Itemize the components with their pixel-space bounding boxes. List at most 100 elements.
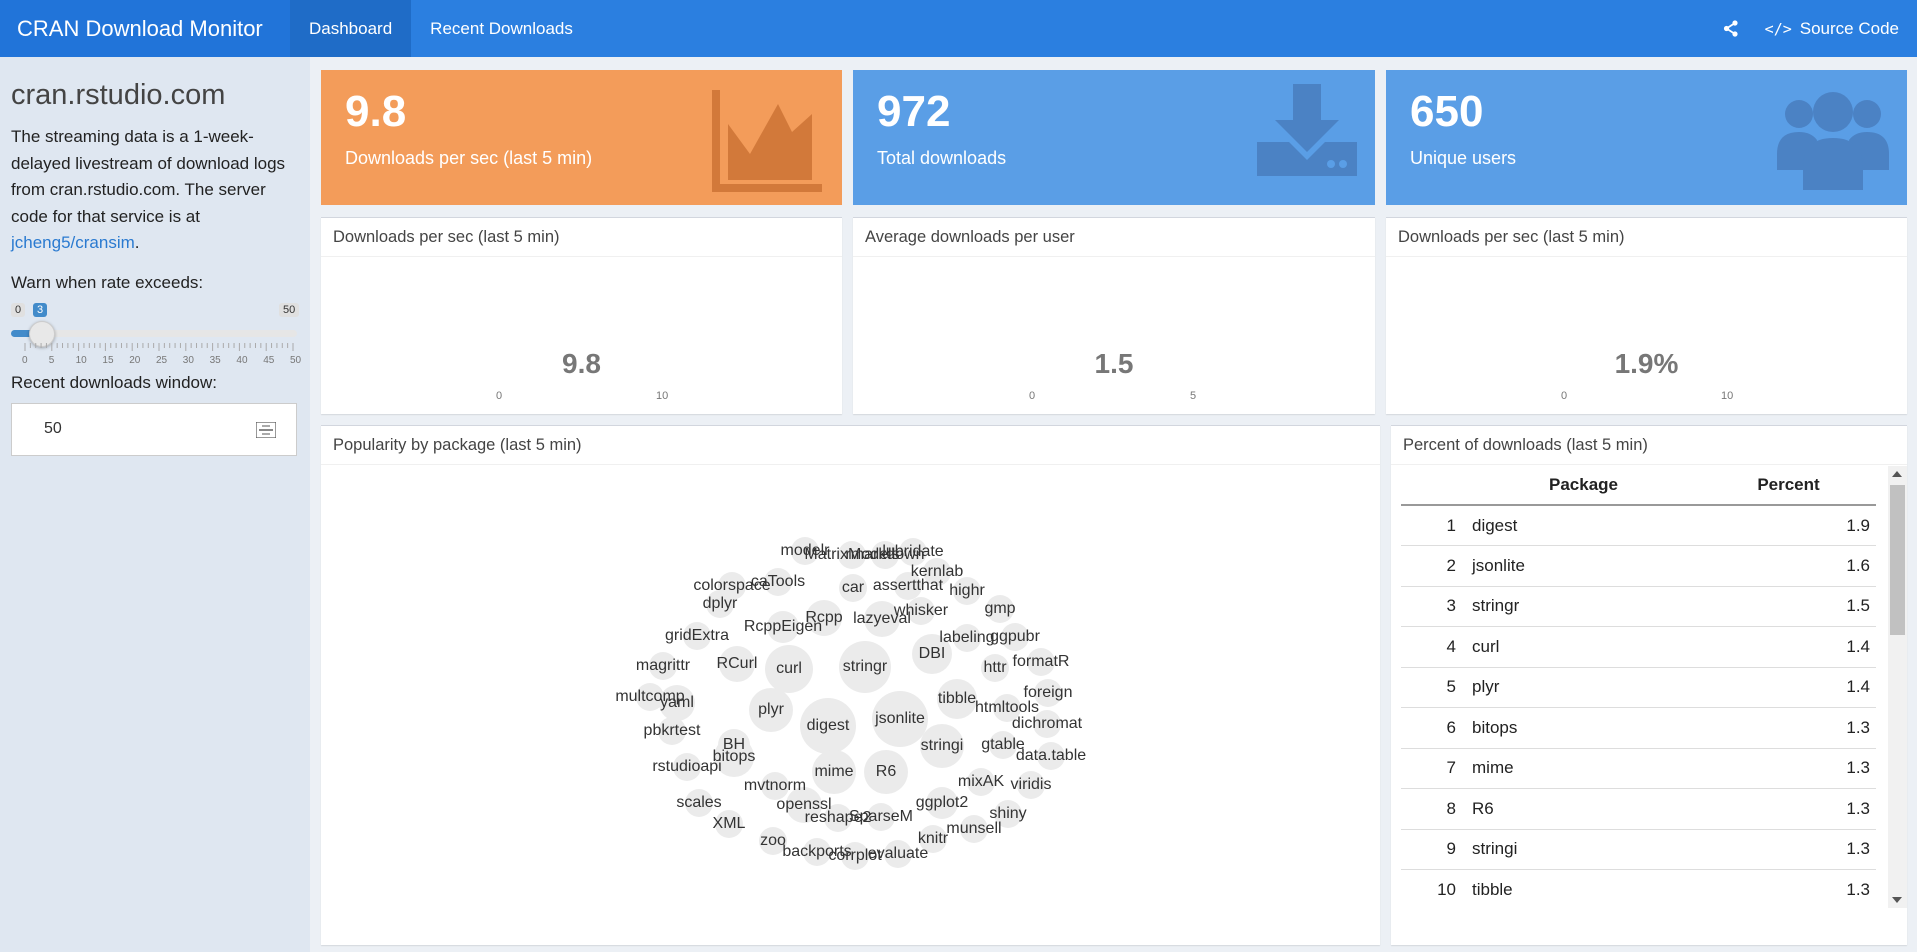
bubble[interactable] [1001, 623, 1029, 651]
bubble[interactable] [871, 541, 899, 569]
gauge-max: 10 [656, 390, 669, 402]
bubble[interactable] [894, 572, 922, 600]
bubble[interactable] [786, 787, 822, 823]
bubble-label: backports [782, 843, 852, 860]
bubble-label: dichromat [1011, 715, 1083, 732]
bubble[interactable] [718, 729, 750, 761]
column-header-percent[interactable]: Percent [1701, 466, 1876, 506]
bubble[interactable] [872, 691, 928, 747]
bubble[interactable] [719, 646, 755, 682]
bubble[interactable] [864, 601, 900, 637]
bubble[interactable] [912, 634, 952, 674]
column-header-index[interactable] [1401, 466, 1466, 506]
bubble-chart[interactable]: digest jsonlite stringr curl plyr bitops mime R… [321, 466, 1379, 908]
bubble[interactable] [867, 803, 895, 831]
bubble[interactable] [759, 827, 787, 855]
column-header-package[interactable]: Package [1466, 466, 1701, 506]
cransim-link[interactable]: jcheng5/cransim [11, 233, 135, 252]
bubble[interactable] [800, 698, 856, 754]
table-row[interactable]: 8 R6 1.3 [1401, 788, 1876, 830]
bubble[interactable] [659, 685, 695, 721]
app-title[interactable]: CRAN Download Monitor [0, 0, 290, 57]
rate-threshold-slider[interactable]: 0 3 50 0 5 10 15 20 25 30 35 40 45 50 [11, 301, 301, 371]
bubble-label: car [841, 579, 865, 596]
bubble[interactable] [937, 679, 977, 719]
table-row[interactable]: 4 curl 1.4 [1401, 626, 1876, 668]
bubble[interactable] [920, 724, 964, 768]
bubble[interactable] [718, 572, 746, 600]
bubble[interactable] [658, 717, 686, 745]
bubble[interactable] [899, 538, 927, 566]
bubble[interactable] [953, 577, 981, 605]
bubble[interactable] [636, 683, 664, 711]
bubble[interactable] [765, 645, 813, 693]
table-scrollbar[interactable] [1888, 466, 1907, 908]
sidebar-title: cran.rstudio.com [11, 79, 226, 111]
bubble[interactable] [989, 731, 1017, 759]
bubble[interactable] [981, 654, 1009, 682]
download-icon [1257, 84, 1357, 176]
bubble[interactable] [967, 768, 995, 796]
table-row[interactable]: 9 stringi 1.3 [1401, 829, 1876, 870]
bubble[interactable] [960, 815, 988, 843]
table-row[interactable]: 10 tibble 1.3 [1401, 869, 1876, 906]
bubble[interactable] [953, 624, 981, 652]
window-input[interactable]: 50 [11, 402, 297, 456]
bubble[interactable] [838, 541, 866, 569]
bubble-label: shiny [989, 805, 1027, 822]
row-index: 3 [1401, 586, 1466, 627]
slider-handle[interactable] [29, 320, 55, 347]
bubble[interactable] [884, 840, 912, 868]
bubble[interactable] [919, 825, 947, 853]
bubble[interactable] [1034, 679, 1062, 707]
bubble[interactable] [683, 622, 711, 650]
bubble[interactable] [673, 753, 701, 781]
bubble[interactable] [1017, 771, 1045, 799]
bubble[interactable] [841, 842, 869, 870]
table-row[interactable]: 3 stringr 1.5 [1401, 586, 1876, 627]
tab-recent-downloads[interactable]: Recent Downloads [430, 18, 573, 38]
table-row[interactable]: 6 bitops 1.3 [1401, 707, 1876, 749]
bubble[interactable] [764, 568, 792, 596]
bubble[interactable] [761, 772, 789, 800]
percent-table-wrap[interactable]: Package Percent 1 digest 1.9 2 jsonlite 1.6 3 s… [1401, 466, 1879, 906]
bubble-label: rmarkdown [845, 546, 925, 563]
slider-track[interactable] [11, 329, 297, 337]
bubble[interactable] [994, 800, 1022, 828]
bubble[interactable] [685, 789, 713, 817]
source-code-link[interactable]: </> Source Code [1751, 0, 1917, 57]
bubble-label: gtable [981, 736, 1025, 753]
bubble[interactable] [1027, 648, 1055, 676]
bubble[interactable] [749, 688, 793, 732]
bubble[interactable] [923, 558, 951, 586]
bubble[interactable] [926, 787, 958, 819]
spinner-icon[interactable] [256, 421, 276, 438]
scroll-down-icon[interactable] [1892, 897, 1902, 903]
bubble[interactable] [993, 694, 1021, 722]
bubble[interactable] [839, 641, 891, 693]
share-icon[interactable] [1711, 0, 1751, 57]
bubble[interactable] [812, 750, 856, 794]
gauge-title: Downloads per sec (last 5 min) [1386, 218, 1907, 257]
bubble[interactable] [864, 750, 908, 794]
bubble[interactable] [767, 611, 799, 643]
table-row[interactable]: 5 plyr 1.4 [1401, 667, 1876, 708]
bubble[interactable] [1033, 710, 1061, 738]
bubble[interactable] [803, 838, 831, 866]
tab-dashboard[interactable]: Dashboard [290, 0, 412, 57]
bubble[interactable] [839, 574, 867, 602]
scrollbar-thumb[interactable] [1890, 485, 1905, 635]
bubble[interactable] [986, 595, 1014, 623]
bubble[interactable] [806, 600, 842, 636]
bubble-label: openssl [776, 796, 832, 813]
table-row[interactable]: 1 digest 1.9 [1401, 505, 1876, 546]
table-row[interactable]: 2 jsonlite 1.6 [1401, 545, 1876, 587]
bubble[interactable] [1037, 742, 1065, 770]
bubble[interactable] [824, 804, 852, 832]
scroll-up-icon[interactable] [1892, 471, 1902, 477]
table-row[interactable]: 7 mime 1.3 [1401, 748, 1876, 789]
bubble[interactable] [791, 537, 819, 565]
bubble[interactable] [907, 597, 935, 625]
bubble[interactable] [649, 652, 677, 680]
bubble[interactable] [715, 810, 743, 838]
